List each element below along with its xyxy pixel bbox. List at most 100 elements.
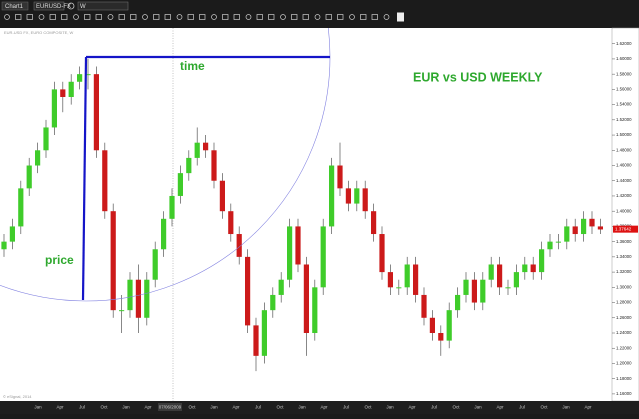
x-tick-label: Jul	[255, 405, 261, 410]
candle-body	[177, 173, 183, 196]
interval-input[interactable]	[77, 1, 129, 11]
interval: W	[80, 4, 86, 10]
candle-body	[93, 74, 99, 151]
tool-icon[interactable]	[84, 14, 91, 20]
tool-icon[interactable]	[314, 14, 321, 20]
candle-body	[144, 279, 150, 318]
x-tick-label: Jan	[386, 405, 394, 410]
candle-body	[455, 294, 461, 311]
tool-icon[interactable]	[222, 14, 229, 20]
tool-icon[interactable]	[49, 14, 56, 20]
candle-body	[337, 165, 343, 189]
tool-icon[interactable]	[371, 14, 378, 20]
x-tick-label: Oct	[276, 405, 284, 410]
candle-body	[9, 226, 15, 242]
candle-body	[68, 81, 74, 97]
candle-body	[581, 218, 587, 235]
x-tick-label: Jul	[431, 405, 437, 410]
candle-body	[152, 249, 158, 280]
y-tick-label: 1.34000	[616, 254, 632, 259]
candle-body	[169, 195, 175, 219]
tool-icon[interactable]	[164, 14, 171, 20]
symbol-input[interactable]	[33, 1, 65, 11]
tool-icon[interactable]	[118, 14, 125, 20]
x-tick-label: Jul	[79, 405, 85, 410]
last-price-box	[613, 225, 638, 233]
x-tick-label: Apr	[584, 405, 592, 410]
x-tick-label: Jan	[122, 405, 130, 410]
tool-icon[interactable]	[397, 12, 404, 22]
candle-body	[1, 241, 7, 250]
candle-body	[471, 279, 477, 303]
y-tick-label: 1.36000	[616, 239, 632, 244]
candle-body	[413, 264, 419, 295]
tool-icon[interactable]	[325, 14, 332, 20]
candle-body	[555, 241, 561, 243]
tool-icon[interactable]	[61, 14, 68, 20]
y-tick-label: 1.30000	[616, 284, 632, 289]
tool-icon[interactable]	[4, 14, 10, 20]
tool-icon[interactable]	[187, 14, 194, 20]
y-tick-label: 1.50000	[616, 132, 632, 137]
tool-icon[interactable]	[280, 14, 286, 20]
candle-body	[127, 279, 133, 311]
tool-icon[interactable]	[268, 14, 275, 20]
plot-area	[0, 28, 612, 401]
tool-icon[interactable]	[383, 14, 390, 20]
candle-body	[539, 249, 545, 273]
y-tick-label: 1.60000	[616, 56, 632, 61]
tool-icon[interactable]	[130, 14, 137, 20]
candle-body	[396, 287, 402, 289]
tool-icon[interactable]	[302, 14, 309, 20]
x-tick-label: Jan	[34, 405, 42, 410]
tool-icon[interactable]	[142, 14, 148, 20]
crosshair-date-box	[158, 403, 182, 411]
tool-icon[interactable]	[38, 14, 45, 20]
tool-icon[interactable]	[256, 14, 263, 20]
tool-icon[interactable]	[15, 14, 22, 20]
tool-icon[interactable]	[199, 14, 206, 20]
y-tick-label: 1.22000	[616, 345, 632, 350]
y-tick-label: 1.16000	[616, 391, 632, 396]
x-tick-label: Oct	[100, 405, 108, 410]
tool-icon[interactable]	[153, 14, 160, 20]
candle-body	[110, 211, 116, 311]
candle-body	[429, 317, 435, 334]
candle-body	[161, 218, 167, 250]
candle-body	[60, 89, 66, 97]
candle-body	[480, 279, 486, 303]
y-tick-label: 1.24000	[616, 330, 632, 335]
tool-icon[interactable]	[233, 14, 240, 20]
candle-body	[303, 264, 309, 334]
candle-body	[329, 165, 335, 227]
y-tick-label: 1.48000	[616, 147, 632, 152]
candle-body	[253, 325, 259, 356]
annotation: price	[45, 253, 74, 267]
refresh-icon[interactable]	[67, 2, 75, 10]
chart-tab[interactable]	[1, 1, 29, 11]
tool-icon[interactable]	[211, 14, 217, 20]
x-tick-label: Apr	[232, 405, 240, 410]
tool-icon[interactable]	[95, 14, 102, 20]
tool-icon[interactable]	[349, 14, 355, 20]
x-tick-label: Jan	[474, 405, 482, 410]
tool-icon[interactable]	[337, 14, 344, 20]
tool-icon[interactable]	[245, 14, 252, 20]
x-tick-label: Apr	[408, 405, 416, 410]
candle-body	[438, 333, 444, 341]
tool-icon[interactable]	[107, 14, 114, 20]
x-tick-label: Oct	[452, 405, 460, 410]
y-tick-label: 1.44000	[616, 178, 632, 183]
tool-icon[interactable]	[291, 14, 298, 20]
tool-icon[interactable]	[26, 14, 33, 20]
candle-body	[463, 279, 469, 295]
tool-icon[interactable]	[360, 14, 367, 20]
x-tick-label: Jan	[298, 405, 306, 410]
y-tick-label: 1.58000	[616, 71, 632, 76]
y-tick-label: 1.56000	[616, 87, 632, 92]
last-price-label: 1.37642	[615, 226, 632, 231]
tool-icon[interactable]	[176, 14, 183, 20]
price-line[interactable]	[81, 56, 88, 301]
tool-icon[interactable]	[73, 14, 79, 20]
candle-body	[35, 150, 41, 166]
